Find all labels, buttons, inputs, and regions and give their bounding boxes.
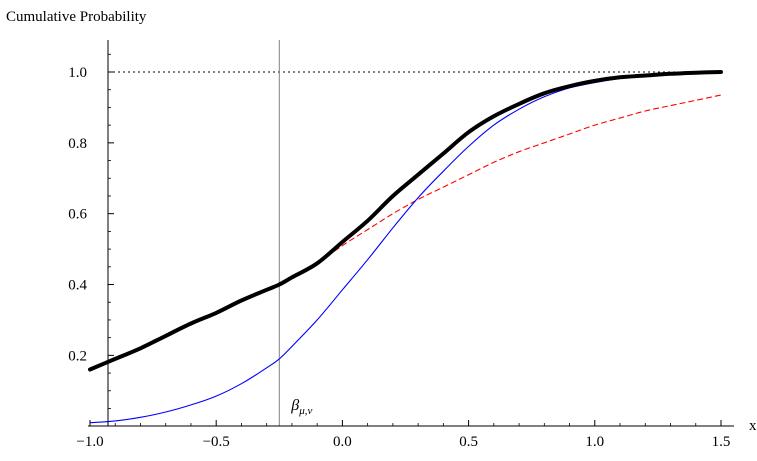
x-tick-label: 0.5 <box>459 434 478 450</box>
x-tick-label: −0.5 <box>203 434 230 450</box>
y-tick-label: 0.4 <box>68 278 87 294</box>
series-line-blue <box>89 71 722 424</box>
ticks: −1.0 −0.5 0.0 0.5 1.0 1.5 0.2 0.4 0.6 0.8 1.0 <box>68 53 731 450</box>
x-tick-label: −1.0 <box>76 434 103 450</box>
y-axis-title: Cumulative Probability <box>6 9 147 25</box>
x-tick-label: 1.0 <box>585 434 604 450</box>
y-tick-label: 0.8 <box>68 136 87 152</box>
axes <box>88 40 734 427</box>
beta-label: β <box>290 397 299 414</box>
series-line-black <box>88 70 723 372</box>
x-axis-title: x <box>749 418 757 434</box>
beta-annotation: βμ,ν <box>290 397 312 417</box>
y-tick-label: 0.6 <box>68 207 87 223</box>
y-tick-label: 1.0 <box>68 65 87 81</box>
x-tick-label: 0.0 <box>333 434 352 450</box>
series-layer <box>88 70 723 424</box>
reference-lines <box>108 40 722 426</box>
beta-subscript: μ,ν <box>298 405 312 417</box>
x-tick-label: 1.5 <box>712 434 731 450</box>
y-tick-label: 0.2 <box>68 348 87 364</box>
series-line-red-dashed <box>303 94 722 271</box>
